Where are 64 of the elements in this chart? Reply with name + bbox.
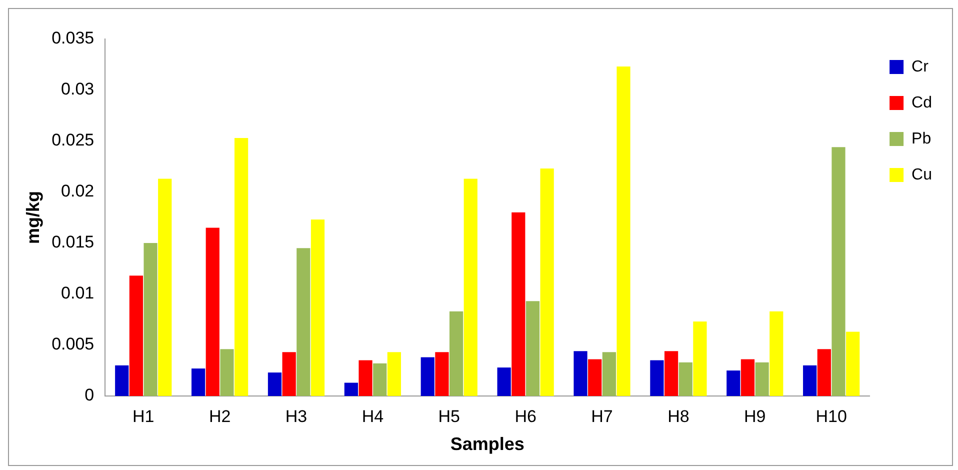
legend-label: Cd: [912, 94, 932, 112]
bar: [803, 365, 817, 396]
x-tick-label: H4: [362, 406, 384, 426]
bar: [464, 178, 478, 396]
bar: [832, 147, 846, 396]
x-tick-label: H9: [744, 406, 766, 426]
y-axis-title: mg/kg: [22, 190, 43, 244]
bar: [526, 301, 540, 396]
bar: [282, 352, 296, 396]
bar: [310, 220, 325, 396]
bar: [129, 276, 144, 396]
bar: [420, 357, 434, 396]
bar: [373, 363, 387, 396]
x-tick-label: H5: [438, 406, 460, 426]
legend-label: Pb: [912, 130, 932, 148]
x-tick-label: H7: [591, 406, 613, 426]
bar: [846, 332, 860, 396]
bar: [220, 349, 234, 396]
bar: [344, 382, 358, 396]
bar: [755, 362, 769, 396]
bar: [497, 367, 511, 396]
x-axis-title: Samples: [450, 434, 524, 454]
y-tick-label: 0.005: [52, 334, 94, 354]
bar: [740, 359, 755, 396]
bar: [616, 66, 630, 396]
bar: [358, 360, 372, 396]
bar: [726, 370, 740, 396]
bar: [693, 322, 707, 396]
legend-label: Cu: [912, 166, 932, 184]
bar: [664, 351, 678, 396]
y-tick-label: 0.035: [52, 28, 94, 48]
bar: [678, 362, 692, 396]
bar: [574, 351, 588, 396]
bar: [650, 360, 664, 396]
x-tick-label: H10: [816, 406, 847, 426]
bar: [268, 372, 282, 396]
bar: [158, 178, 172, 396]
x-tick-label: H8: [668, 406, 690, 426]
x-tick-label: H3: [285, 406, 308, 426]
bar: [770, 311, 784, 396]
bar: [144, 243, 158, 396]
y-tick-label: 0.025: [52, 130, 94, 150]
y-tick-label: 0.01: [61, 284, 94, 303]
bar: [540, 168, 554, 396]
bar: [206, 228, 220, 396]
y-tick-label: 0.015: [52, 232, 94, 252]
x-tick-label: H1: [132, 406, 154, 426]
bar: [588, 359, 602, 396]
x-tick-label: H6: [514, 406, 536, 426]
bar: [435, 352, 449, 396]
bar: [512, 212, 526, 396]
bar: [234, 138, 248, 396]
bar: [115, 365, 129, 396]
bar: [191, 368, 206, 396]
bar: [602, 352, 616, 396]
y-tick-label: 0.02: [61, 182, 94, 201]
x-tick-label: H2: [208, 406, 231, 426]
legend-label: Cr: [912, 58, 930, 76]
bar: [387, 352, 401, 396]
y-tick-label: 0.03: [61, 80, 94, 99]
y-tick-label: 0: [84, 386, 94, 405]
bar: [296, 248, 310, 396]
bar: [817, 349, 831, 396]
bar: [449, 311, 464, 396]
